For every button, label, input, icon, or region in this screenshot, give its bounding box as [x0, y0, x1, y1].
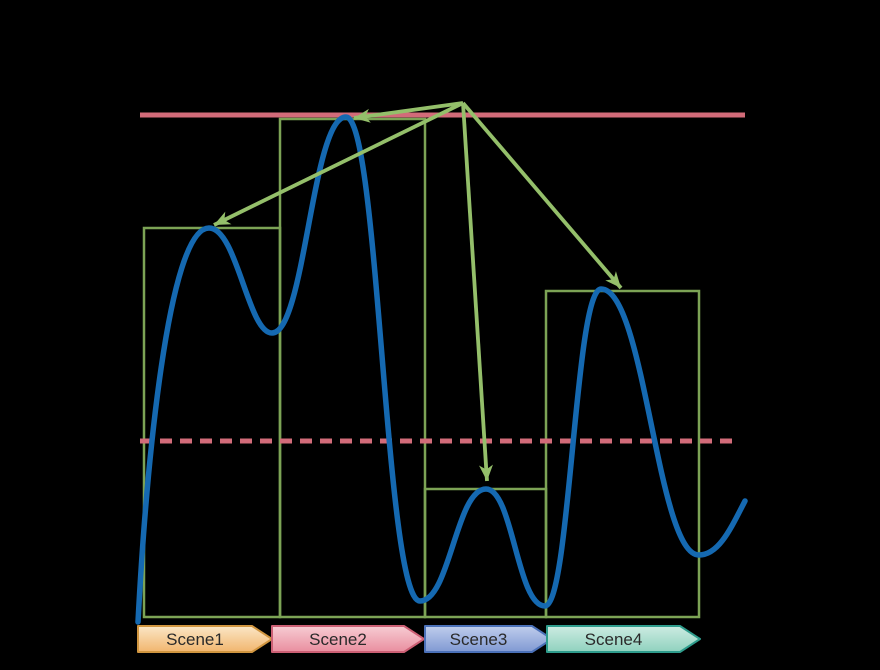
scene-banner-label: Scene4 — [585, 630, 643, 649]
scene-banner-label: Scene3 — [450, 630, 508, 649]
scene-banner-2 — [271, 625, 425, 653]
scene-banner-4 — [546, 625, 701, 653]
scene-banner-label: Scene2 — [309, 630, 367, 649]
peak-box-4 — [544, 289, 701, 619]
peak-assignment-arrows — [213, 101, 623, 482]
peak-arrow-1 — [213, 101, 464, 227]
scene-banner-1 — [137, 625, 273, 653]
scene-banner-3 — [424, 625, 553, 653]
peak-arrow-2 — [353, 101, 464, 123]
scene-banners: Scene1 Scene2 Scene3 Scene4 — [137, 625, 701, 653]
peak-arrow-4 — [461, 101, 623, 290]
peak-arrow-3 — [461, 102, 493, 482]
signal-curve — [135, 114, 748, 625]
scene-banner-label: Scene1 — [166, 630, 224, 649]
